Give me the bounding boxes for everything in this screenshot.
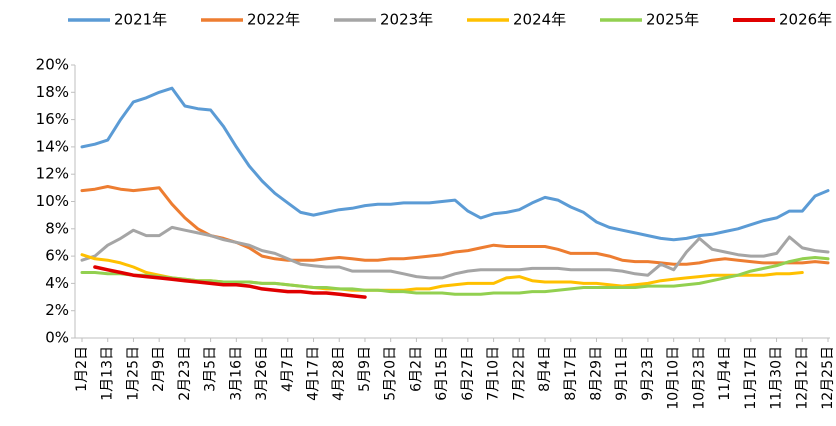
x-tick-label: 6月2日 — [408, 346, 424, 392]
x-tick-label: 5月20日 — [383, 346, 399, 401]
y-tick-label: 16% — [36, 110, 69, 128]
x-tick-label: 5月9日 — [357, 346, 373, 392]
x-tick-label: 11月30日 — [769, 346, 785, 410]
y-tick-label: 14% — [36, 137, 69, 155]
x-tick-label: 6月27日 — [460, 346, 476, 401]
legend-label: 2021年 — [114, 11, 167, 29]
legend-label: 2023年 — [380, 11, 433, 29]
y-tick-label: 2% — [45, 301, 69, 319]
x-tick-label: 4月28日 — [331, 346, 347, 401]
series-line — [80, 86, 830, 242]
x-tick-label: 7月22日 — [511, 346, 527, 401]
x-tick-label: 2月9日 — [151, 346, 167, 392]
legend-label: 2024年 — [513, 11, 566, 29]
x-tick-label: 1月2日 — [74, 346, 90, 392]
x-tick-label: 8月17日 — [563, 346, 579, 401]
x-tick-label: 8月4日 — [537, 346, 553, 392]
x-tick-label: 10月23日 — [691, 346, 707, 410]
x-tick-label: 9月11日 — [614, 346, 630, 401]
x-tick-label: 1月25日 — [125, 346, 141, 401]
x-tick-label: 8月29日 — [588, 346, 604, 401]
y-tick-label: 4% — [45, 274, 69, 292]
legend-label: 2026年 — [779, 11, 832, 29]
y-tick-label: 6% — [45, 247, 69, 265]
x-tick-label: 9月23日 — [640, 346, 656, 401]
x-tick-label: 3月5日 — [203, 346, 219, 392]
legend-label: 2022年 — [247, 11, 300, 29]
y-tick-label: 10% — [36, 192, 69, 210]
series-line — [80, 225, 830, 280]
y-tick-label: 0% — [45, 329, 69, 347]
series-line — [80, 185, 830, 266]
y-tick-label: 18% — [36, 83, 69, 101]
legend-label: 2025年 — [646, 11, 699, 29]
y-tick-label: 8% — [45, 219, 69, 237]
x-tick-label: 10月10日 — [666, 346, 682, 410]
x-tick-label: 3月16日 — [228, 346, 244, 401]
series-line — [80, 256, 830, 296]
x-tick-label: 12月25日 — [820, 346, 836, 410]
x-tick-label: 1月13日 — [100, 346, 116, 401]
x-tick-label: 11月4日 — [717, 346, 733, 401]
y-tick-label: 20% — [36, 56, 69, 74]
x-tick-label: 4月17日 — [306, 346, 322, 401]
x-tick-label: 2月23日 — [177, 346, 193, 401]
x-tick-label: 12月12日 — [794, 346, 810, 410]
x-tick-label: 11月17日 — [743, 346, 759, 410]
x-tick-label: 3月26日 — [254, 346, 270, 401]
x-tick-label: 6月15日 — [434, 346, 450, 401]
x-tick-label: 7月10日 — [486, 346, 502, 401]
series-line — [93, 265, 367, 299]
y-tick-label: 12% — [36, 165, 69, 183]
x-tick-label: 4月7日 — [280, 346, 296, 392]
